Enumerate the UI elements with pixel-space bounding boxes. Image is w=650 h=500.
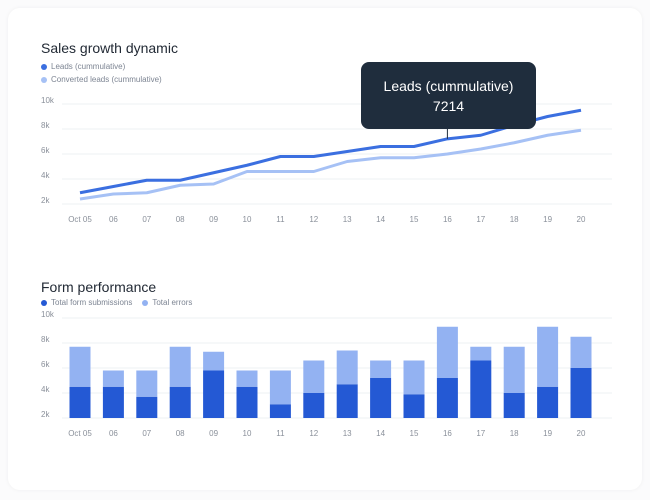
legend-label: Total form submissions xyxy=(51,298,133,307)
bar-submissions xyxy=(570,368,592,418)
bar-submissions xyxy=(203,370,225,418)
x-tick-label: 15 xyxy=(410,429,419,438)
bar-submissions xyxy=(69,386,91,418)
x-tick-label: 06 xyxy=(109,215,118,224)
bar-errors xyxy=(537,326,559,387)
x-tick-label: 14 xyxy=(376,215,385,224)
bar-errors xyxy=(236,370,258,387)
bar-errors xyxy=(570,336,592,368)
bar-errors xyxy=(102,370,124,387)
legend-label: Leads (cummulative) xyxy=(51,62,126,71)
bar-submissions xyxy=(303,393,325,418)
x-tick-label: 13 xyxy=(343,429,352,438)
y-tick-label: 6k xyxy=(41,146,50,155)
y-tick-label: 2k xyxy=(41,196,50,205)
legend-leads[interactable]: Leads (cummulative) xyxy=(41,62,125,71)
y-tick-label: 8k xyxy=(41,335,50,344)
bar-submissions xyxy=(236,386,258,418)
y-tick-label: 10k xyxy=(41,96,55,105)
form-legend: Total form submissions Total errors xyxy=(41,298,192,307)
x-tick-label: 08 xyxy=(176,215,185,224)
x-tick-label: 12 xyxy=(309,429,318,438)
x-tick-label: 18 xyxy=(510,429,519,438)
legend-dot xyxy=(41,76,47,83)
tooltip-value: 7214 xyxy=(432,98,465,114)
x-tick-label: 10 xyxy=(243,215,252,224)
x-tick-label: 06 xyxy=(109,429,118,438)
x-tick-label: 11 xyxy=(276,429,285,438)
series-line-1 xyxy=(79,128,582,201)
bar-submissions xyxy=(537,386,559,418)
bar-submissions xyxy=(169,386,191,418)
y-tick-label: 10k xyxy=(41,310,55,319)
x-tick-label: 11 xyxy=(276,215,285,224)
x-tick-label: 18 xyxy=(510,215,519,224)
bar-submissions xyxy=(403,394,425,418)
x-tick-label: 14 xyxy=(376,429,385,438)
x-tick-label: 10 xyxy=(243,429,252,438)
bar-errors xyxy=(403,360,425,395)
legend-converted[interactable]: Converted leads (cummulative) xyxy=(41,75,162,84)
x-tick-label: 07 xyxy=(142,429,151,438)
bar-errors xyxy=(470,346,492,361)
y-tick-label: 4k xyxy=(41,171,50,180)
x-tick-label: 15 xyxy=(410,215,419,224)
bar-errors xyxy=(169,346,191,387)
x-tick-label: 17 xyxy=(476,429,485,438)
form-chart-title: Form performance xyxy=(41,279,157,295)
y-tick-label: 6k xyxy=(41,360,50,369)
x-tick-label: 12 xyxy=(309,215,318,224)
bar-errors xyxy=(203,351,225,371)
bar-submissions xyxy=(370,378,392,418)
tooltip-label: Leads (cummulative) xyxy=(383,78,514,94)
x-tick-label: 09 xyxy=(209,429,218,438)
legend-submissions[interactable]: Total form submissions xyxy=(41,298,132,307)
x-tick-label: 08 xyxy=(176,429,185,438)
x-tick-label: 19 xyxy=(543,429,552,438)
x-tick-label: 17 xyxy=(476,215,485,224)
bar-errors xyxy=(303,360,325,393)
bar-errors xyxy=(69,346,91,387)
bar-submissions xyxy=(470,360,492,418)
bar-errors xyxy=(370,360,392,378)
legend-errors[interactable]: Total errors xyxy=(142,298,192,307)
legend-label: Converted leads (cummulative) xyxy=(51,75,162,84)
legend-dot xyxy=(41,299,47,306)
y-tick-label: 2k xyxy=(41,410,50,419)
y-tick-label: 8k xyxy=(41,121,50,130)
bar-submissions xyxy=(503,393,525,418)
bar-submissions xyxy=(336,384,358,418)
bar-submissions xyxy=(102,386,124,418)
legend-dot xyxy=(41,63,47,70)
x-tick-label: 07 xyxy=(142,215,151,224)
x-tick-label: 16 xyxy=(443,429,452,438)
sales-legend: Leads (cummulative) Converted leads (cum… xyxy=(41,62,162,84)
x-tick-label: 19 xyxy=(543,215,552,224)
bar-submissions xyxy=(436,378,458,418)
x-tick-label: 16 xyxy=(443,215,452,224)
x-tick-label: Oct 05 xyxy=(68,429,92,438)
x-tick-label: 20 xyxy=(577,215,586,224)
x-tick-label: 09 xyxy=(209,215,218,224)
legend-label: Total errors xyxy=(152,298,193,307)
bar-errors xyxy=(503,346,525,393)
sales-chart-title: Sales growth dynamic xyxy=(41,40,178,56)
bar-submissions xyxy=(136,396,158,418)
tooltip: Leads (cummulative) 7214 xyxy=(361,62,536,129)
bar-errors xyxy=(136,370,158,397)
y-tick-label: 4k xyxy=(41,385,50,394)
bar-errors xyxy=(336,350,358,385)
x-tick-label: 13 xyxy=(343,215,352,224)
series-line-0 xyxy=(79,108,582,195)
bar-errors xyxy=(269,370,291,405)
x-tick-label: Oct 05 xyxy=(68,215,92,224)
x-tick-label: 20 xyxy=(577,429,586,438)
bar-submissions xyxy=(269,404,291,418)
legend-dot xyxy=(142,299,149,306)
bar-errors xyxy=(436,326,458,378)
